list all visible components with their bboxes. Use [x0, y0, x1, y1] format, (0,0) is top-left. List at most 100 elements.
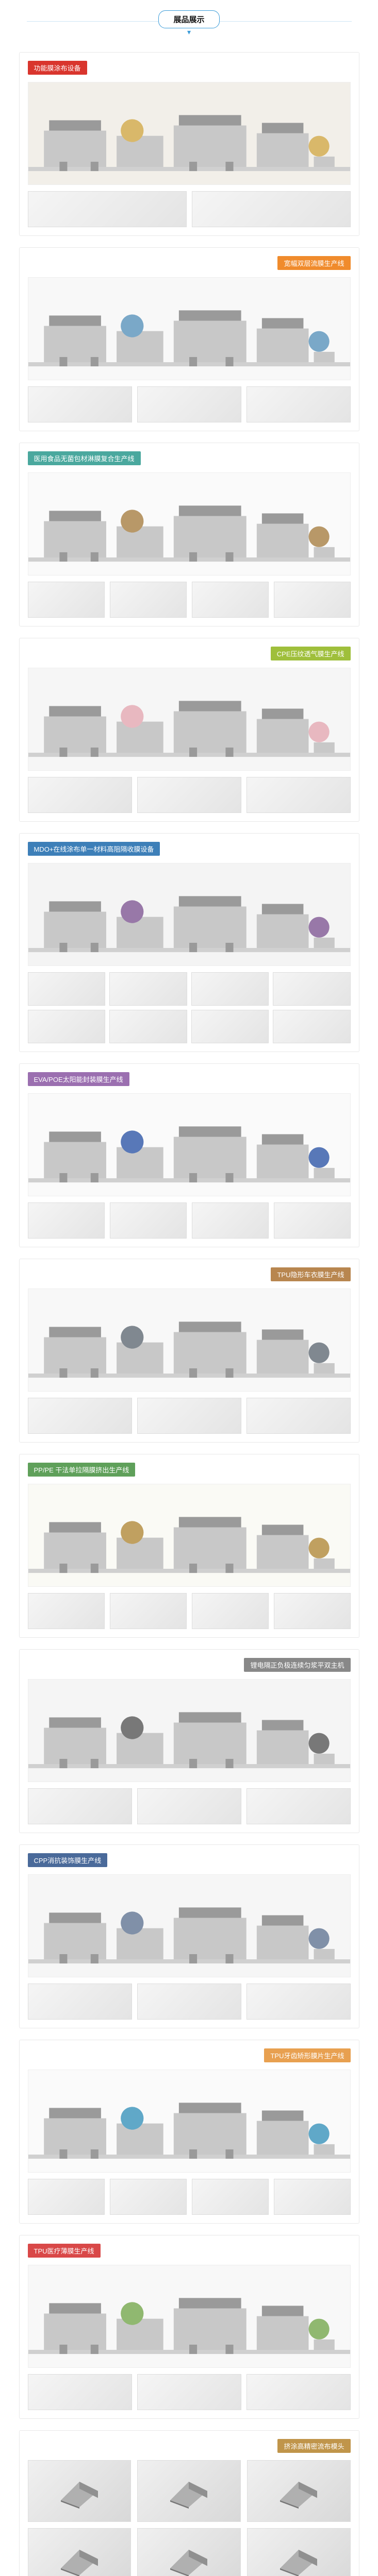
- thumbnail: [137, 386, 241, 422]
- card-caption: TPU隐形车衣膜生产线: [271, 1267, 350, 1281]
- card-caption: CPE压纹透气膜生产线: [271, 647, 351, 660]
- thumbnail: [109, 972, 187, 1006]
- thumbnail: [110, 2179, 187, 2215]
- thumbnail-row: [28, 1202, 351, 1239]
- card-image-area: [28, 82, 351, 227]
- thumbnail: [246, 2374, 351, 2410]
- card-image-area: [28, 2460, 351, 2576]
- thumbnail-row: [28, 2374, 351, 2410]
- card-caption: CPP消抗装饰膜生产线: [28, 1853, 108, 1867]
- thumbnail-row: [28, 1398, 351, 1434]
- thumbnail: [273, 1010, 351, 1043]
- thumbnail: [28, 582, 105, 618]
- thumbnail-row: [28, 777, 351, 813]
- machine-illustration: [28, 2072, 350, 2170]
- card-image-area: [28, 277, 351, 422]
- thumbnail-row: [28, 582, 351, 618]
- card-image-area: [28, 1289, 351, 1434]
- main-product-image: [28, 2265, 351, 2368]
- main-product-image: [28, 668, 351, 771]
- product-card: 功能膜涂布设备: [19, 52, 359, 236]
- card-image-area: [28, 863, 351, 1043]
- card-image-area: [28, 1874, 351, 2020]
- card-caption: 挤涂高精密流布模头: [277, 2439, 350, 2453]
- machine-illustration: [28, 670, 350, 768]
- card-image-area: [28, 1093, 351, 1239]
- main-product-image: [28, 2070, 351, 2173]
- thumbnail: [192, 1202, 269, 1239]
- thumbnail: [28, 777, 132, 813]
- thumbnail-grid: [28, 972, 351, 1043]
- product-card: TPU牙齿矫形膜片生产线: [19, 2040, 359, 2224]
- thumbnail: [274, 582, 351, 618]
- thumbnail: [274, 2179, 351, 2215]
- thumbnail: [137, 2374, 241, 2410]
- product-card: TPU医疗薄膜生产线: [19, 2235, 359, 2419]
- main-product-image: [28, 1874, 351, 1977]
- section-header-wrap: 展品展示 ▾: [10, 10, 368, 37]
- card-image-area: [28, 1679, 351, 1824]
- thumbnail: [192, 1593, 269, 1629]
- thumbnail: [192, 2179, 269, 2215]
- die-head-thumb: [28, 2460, 132, 2522]
- card-caption: 医用食品无菌包材淋膜复合生产线: [28, 451, 141, 465]
- thumbnail: [137, 777, 241, 813]
- thumbnail: [28, 2374, 132, 2410]
- thumbnail: [246, 1398, 351, 1434]
- card-caption: MDO+在线涂布单一材料高阻隔收膜设备: [28, 842, 160, 856]
- machine-illustration: [28, 84, 350, 182]
- thumbnail: [246, 777, 351, 813]
- card-image-area: [28, 668, 351, 813]
- thumbnail: [273, 972, 351, 1006]
- page-title: 展品展示: [158, 10, 219, 28]
- card-caption: 功能膜涂布设备: [28, 61, 87, 75]
- thumbnail: [246, 1788, 351, 1824]
- thumbnail-row: [28, 191, 351, 227]
- machine-illustration: [28, 1876, 350, 1975]
- die-head-thumb: [247, 2528, 351, 2576]
- thumbnail: [246, 386, 351, 422]
- thumbnail-row: [28, 2179, 351, 2215]
- thumbnail-row: [28, 1593, 351, 1629]
- card-image-area: [28, 2070, 351, 2215]
- chevron-down-icon: ▾: [10, 28, 368, 37]
- thumbnail: [28, 1788, 132, 1824]
- main-product-image: [28, 82, 351, 185]
- product-card: EVA/POE太阳能封装膜生产线: [19, 1063, 359, 1247]
- thumbnail: [110, 1593, 187, 1629]
- product-card: TPU隐形车衣膜生产线: [19, 1259, 359, 1443]
- card-image-area: [28, 1484, 351, 1629]
- main-product-image: [28, 863, 351, 966]
- machine-illustration: [28, 865, 350, 963]
- thumbnail-row: [28, 1984, 351, 2020]
- die-head-thumb: [247, 2460, 351, 2522]
- thumbnail: [246, 1984, 351, 2020]
- machine-illustration: [28, 1681, 350, 1780]
- product-card: 医用食品无菌包材淋膜复合生产线: [19, 443, 359, 626]
- machine-illustration: [28, 474, 350, 573]
- thumbnail: [137, 1984, 241, 2020]
- main-product-image: [28, 1289, 351, 1392]
- thumbnail: [191, 972, 269, 1006]
- thumbnail: [274, 1202, 351, 1239]
- thumbnail: [110, 1202, 187, 1239]
- thumbnail: [137, 1398, 241, 1434]
- die-head-thumb: [28, 2528, 132, 2576]
- card-image-area: [28, 472, 351, 618]
- main-product-image: [28, 1093, 351, 1196]
- card-image-area: [28, 2265, 351, 2410]
- card-caption: TPU医疗薄膜生产线: [28, 2244, 101, 2258]
- die-head-thumb: [137, 2460, 241, 2522]
- thumbnail: [28, 386, 132, 422]
- machine-illustration: [28, 2267, 350, 2365]
- product-card: 宽幅双层流膜生产线: [19, 247, 359, 431]
- thumbnail: [192, 191, 351, 227]
- thumbnail: [28, 1202, 105, 1239]
- thumbnail: [28, 1010, 106, 1043]
- card-caption: 宽幅双层流膜生产线: [277, 256, 350, 270]
- thumbnail: [28, 1593, 105, 1629]
- product-card: MDO+在线涂布单一材料高阻隔收膜设备: [19, 833, 359, 1052]
- thumbnail-row: [28, 1788, 351, 1824]
- thumbnail: [28, 2179, 105, 2215]
- product-card: CPP消抗装饰膜生产线: [19, 1844, 359, 2028]
